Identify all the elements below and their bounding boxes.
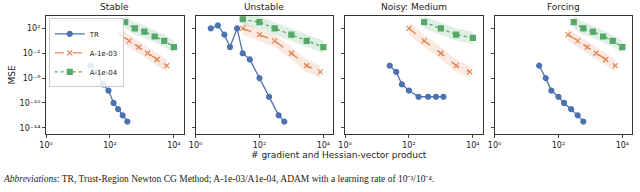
svg-text:10⁴: 10⁴ xyxy=(466,141,479,150)
svg-text:Forcing: Forcing xyxy=(547,2,580,12)
svg-text:MSE: MSE xyxy=(7,65,17,84)
svg-text:Noisy: Medium: Noisy: Medium xyxy=(381,2,447,12)
svg-text:10²: 10² xyxy=(552,141,565,150)
svg-text:10²: 10² xyxy=(103,141,116,150)
html-text:Abbreviations: TR, Trust-Regio: Abbreviations: TR, Trust-Region Newton C… xyxy=(4,174,435,184)
svg-text:TR: TR xyxy=(89,31,99,39)
svg-text:10⁻⁶: 10⁻⁶ xyxy=(23,74,41,83)
svg-text:10²: 10² xyxy=(27,24,40,33)
svg-text:10⁴: 10⁴ xyxy=(616,141,629,150)
svg-text:Unstable: Unstable xyxy=(244,2,284,12)
svg-text:A-1e-03: A-1e-03 xyxy=(90,50,117,58)
svg-text:10⁰: 10⁰ xyxy=(338,141,351,150)
svg-text:A-1e-04: A-1e-04 xyxy=(90,69,118,77)
svg-text:10⁻¹⁰: 10⁻¹⁰ xyxy=(20,99,41,108)
svg-text:10²: 10² xyxy=(253,141,266,150)
svg-text:Stable: Stable xyxy=(100,2,129,12)
svg-text:10⁰: 10⁰ xyxy=(189,141,202,150)
svg-text:10⁰: 10⁰ xyxy=(39,141,52,150)
svg-text:10⁻¹⁴: 10⁻¹⁴ xyxy=(20,124,41,133)
svg-text:# gradient and Hessian-vector: # gradient and Hessian-vector product xyxy=(251,150,427,160)
svg-text:10⁰: 10⁰ xyxy=(488,141,501,150)
svg-text:10⁴: 10⁴ xyxy=(167,141,180,150)
svg-text:10⁴: 10⁴ xyxy=(317,141,330,150)
svg-text:10⁻²: 10⁻² xyxy=(23,49,41,58)
svg-text:10²: 10² xyxy=(402,141,415,150)
